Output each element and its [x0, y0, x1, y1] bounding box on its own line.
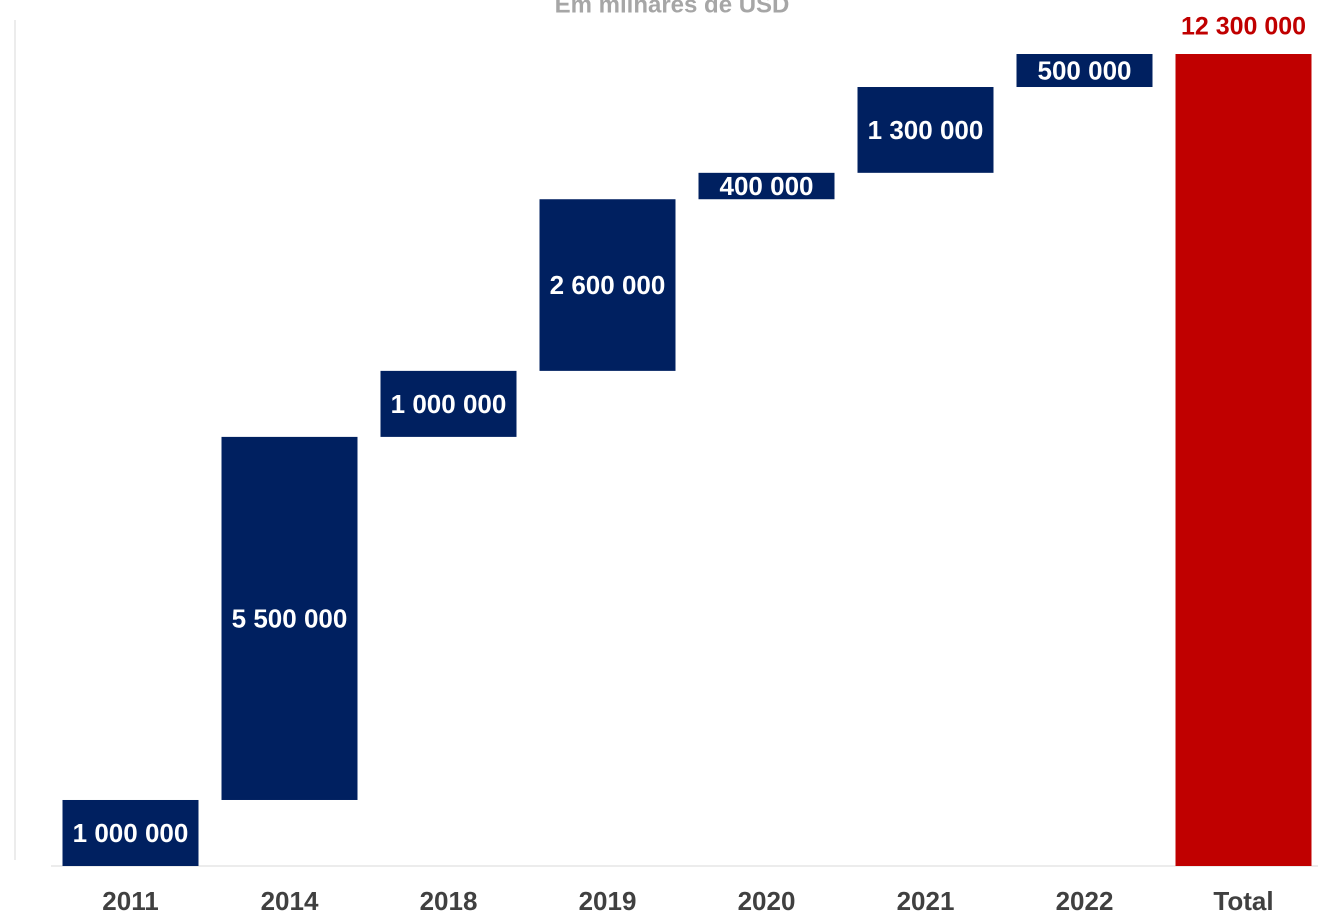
x-tick-label: 2022 — [1056, 886, 1114, 916]
bar — [1175, 54, 1312, 866]
x-tick-label: Total — [1213, 886, 1273, 916]
chart-title: Em milhares de USD — [555, 0, 790, 18]
bar — [380, 370, 517, 437]
value-label: 12 300 000 — [1181, 13, 1306, 41]
x-tick-label: 2019 — [579, 886, 637, 916]
bar — [1016, 54, 1153, 88]
value-label: 1 300 000 — [868, 115, 984, 145]
bar — [698, 172, 835, 200]
x-tick-label: 2014 — [261, 886, 319, 916]
value-label: 1 000 000 — [391, 389, 507, 419]
x-tick-label: 2020 — [738, 886, 796, 916]
x-tick-label: 2018 — [420, 886, 478, 916]
x-tick-label: 2011 — [102, 886, 158, 916]
bar — [857, 87, 994, 173]
bar — [221, 436, 358, 800]
value-label: 2 600 000 — [550, 270, 666, 300]
x-tick-label: 2021 — [897, 886, 955, 916]
value-label: 1 000 000 — [73, 818, 189, 848]
bar — [539, 199, 676, 371]
bar — [62, 799, 199, 866]
value-label: 400 000 — [720, 171, 814, 201]
value-label: 5 500 000 — [232, 603, 348, 633]
value-label: 500 000 — [1038, 55, 1132, 85]
